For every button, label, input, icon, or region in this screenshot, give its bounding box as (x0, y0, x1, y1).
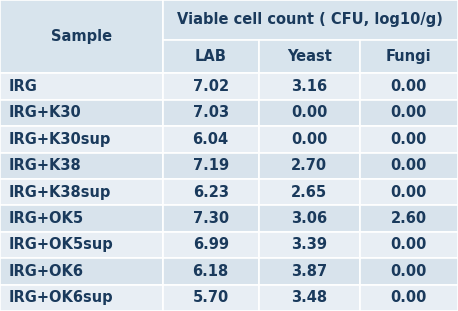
Bar (0, 73, 163, 100)
Bar (0, 153, 163, 179)
Bar (163, 258, 259, 285)
Text: 3.39: 3.39 (291, 238, 327, 253)
Bar (259, 153, 360, 179)
Bar (360, 126, 458, 153)
Text: 0.00: 0.00 (391, 158, 427, 173)
Bar (163, 73, 259, 100)
Bar (360, 285, 458, 311)
Text: 0.00: 0.00 (391, 185, 427, 200)
Bar (360, 205, 458, 232)
Text: 0.00: 0.00 (291, 105, 327, 120)
Text: LAB: LAB (195, 49, 227, 64)
Bar (259, 179, 360, 205)
Bar (360, 258, 458, 285)
Bar (163, 205, 259, 232)
Bar (259, 258, 360, 285)
Bar (0, 285, 163, 311)
Bar (163, 40, 259, 73)
Text: 2.60: 2.60 (391, 211, 427, 226)
Text: IRG+OK5: IRG+OK5 (8, 211, 83, 226)
Text: 7.19: 7.19 (193, 158, 229, 173)
Text: Sample: Sample (51, 29, 112, 44)
Bar (360, 73, 458, 100)
Text: IRG+OK5sup: IRG+OK5sup (8, 238, 113, 253)
Text: 0.00: 0.00 (391, 290, 427, 305)
Text: 0.00: 0.00 (391, 264, 427, 279)
Bar (259, 285, 360, 311)
Bar (360, 179, 458, 205)
Text: Viable cell count ( CFU, log10/g): Viable cell count ( CFU, log10/g) (177, 12, 443, 27)
Bar (259, 100, 360, 126)
Bar (360, 40, 458, 73)
Text: IRG+OK6sup: IRG+OK6sup (8, 290, 113, 305)
Text: 3.16: 3.16 (291, 79, 327, 94)
Bar (163, 285, 259, 311)
Text: 0.00: 0.00 (291, 132, 327, 147)
Text: 3.87: 3.87 (291, 264, 327, 279)
Text: 2.65: 2.65 (291, 185, 327, 200)
Bar (163, 153, 259, 179)
Text: 6.18: 6.18 (192, 264, 229, 279)
Text: 3.06: 3.06 (291, 211, 327, 226)
Bar (259, 232, 360, 258)
Text: 6.23: 6.23 (193, 185, 229, 200)
Bar (0, 258, 163, 285)
Text: IRG+K30: IRG+K30 (8, 105, 81, 120)
Text: 7.30: 7.30 (193, 211, 229, 226)
Text: Fungi: Fungi (386, 49, 431, 64)
Bar (360, 153, 458, 179)
Text: 6.99: 6.99 (193, 238, 229, 253)
Text: 7.02: 7.02 (193, 79, 229, 94)
Bar (163, 0, 458, 40)
Bar (0, 100, 163, 126)
Bar (0, 179, 163, 205)
Text: 0.00: 0.00 (391, 79, 427, 94)
Bar (163, 179, 259, 205)
Text: 7.03: 7.03 (193, 105, 229, 120)
Text: 0.00: 0.00 (391, 105, 427, 120)
Bar (163, 232, 259, 258)
Text: 5.70: 5.70 (192, 290, 229, 305)
Text: IRG+OK6: IRG+OK6 (8, 264, 83, 279)
Text: 0.00: 0.00 (391, 132, 427, 147)
Bar (259, 73, 360, 100)
Text: Yeast: Yeast (287, 49, 332, 64)
Text: IRG+K38sup: IRG+K38sup (8, 185, 111, 200)
Text: 2.70: 2.70 (291, 158, 327, 173)
Bar (163, 100, 259, 126)
Bar (0, 232, 163, 258)
Bar (259, 126, 360, 153)
Bar (360, 100, 458, 126)
Bar (259, 40, 360, 73)
Bar (0, 0, 163, 73)
Text: 6.04: 6.04 (193, 132, 229, 147)
Text: 0.00: 0.00 (391, 238, 427, 253)
Bar (259, 205, 360, 232)
Text: IRG+K30sup: IRG+K30sup (8, 132, 111, 147)
Text: IRG+K38: IRG+K38 (8, 158, 81, 173)
Text: 3.48: 3.48 (291, 290, 327, 305)
Text: IRG: IRG (8, 79, 37, 94)
Bar (0, 205, 163, 232)
Bar (360, 232, 458, 258)
Bar (0, 126, 163, 153)
Bar (163, 126, 259, 153)
